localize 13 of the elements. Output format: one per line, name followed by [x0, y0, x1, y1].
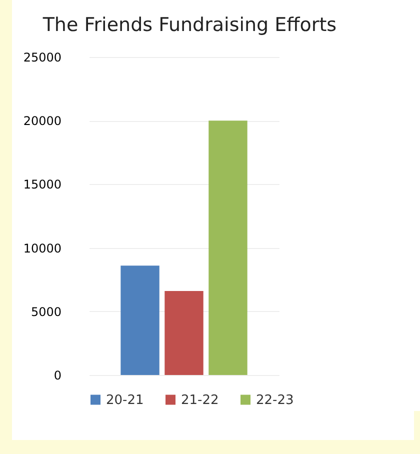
legend-label: 20-21: [106, 392, 144, 408]
y-tick-label: 5000: [30, 304, 62, 319]
y-tick-label: 25000: [23, 50, 62, 64]
bar: [208, 120, 248, 375]
y-tick-label: 20000: [23, 114, 62, 128]
bar: [164, 291, 204, 375]
y-tick-label: 0: [54, 368, 62, 382]
legend-label: 22-23: [256, 392, 294, 408]
y-tick-label: 10000: [23, 241, 62, 256]
chart-title: The Friends Fundraising Efforts: [42, 14, 337, 36]
bar: [120, 266, 160, 375]
y-tick-label: 15000: [23, 178, 62, 192]
legend-label: 21-22: [181, 392, 219, 408]
